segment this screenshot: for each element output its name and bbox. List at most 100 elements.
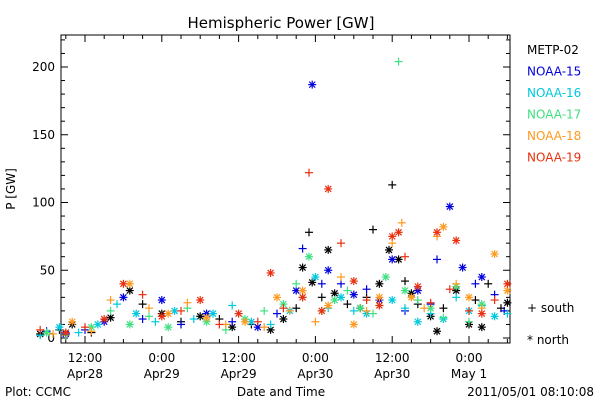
x-tick-label-time: 0:00 — [302, 351, 329, 365]
x-tick-label-time: 12:00 — [221, 351, 256, 365]
noaa-17-south-point — [292, 279, 301, 288]
noaa-17-south-point — [106, 306, 115, 315]
noaa-18-north-point — [164, 309, 173, 318]
noaa-18-south-point — [285, 306, 294, 315]
noaa-16-north-point — [490, 312, 499, 321]
metp-02-north-point — [279, 315, 288, 324]
noaa-17-north-point — [125, 320, 134, 329]
x-tick-label-date: May 1 — [451, 367, 487, 381]
y-axis: 0 50 100 150 200 — [32, 39, 510, 345]
y-tick-label: 100 — [32, 196, 55, 210]
noaa-17-north-point — [279, 300, 288, 309]
noaa-17-south-point — [465, 317, 473, 326]
noaa-17-south-point — [369, 309, 377, 318]
metp-02-south-point — [317, 293, 326, 302]
noaa-15-north-point — [308, 80, 317, 89]
metp-02-south-point — [292, 304, 301, 313]
x-tick-label-time: 12:00 — [375, 351, 410, 365]
noaa-17-south-point — [439, 313, 448, 322]
metp-02-north-point — [375, 279, 384, 288]
noaa-19-north-point — [452, 236, 461, 245]
noaa-19-north-point — [196, 296, 205, 305]
legend-noaa-15: NOAA-15 — [527, 65, 581, 79]
noaa-18-north-point — [68, 317, 77, 326]
noaa-18-north-point — [202, 313, 211, 322]
metp-02-north-point — [503, 298, 512, 307]
noaa-17-north-point — [305, 252, 313, 261]
y-tick-label: 150 — [32, 128, 55, 142]
noaa-18-south-point — [183, 298, 192, 307]
noaa-16-north-point — [93, 320, 102, 329]
metp-02-south-point — [484, 279, 493, 288]
noaa-18-south-point — [420, 304, 429, 313]
noaa-19-south-point — [36, 325, 45, 334]
noaa-15-south-point — [317, 279, 326, 288]
noaa-19-south-point — [465, 306, 473, 315]
noaa-19-south-point — [138, 290, 147, 299]
noaa-15-north-point — [324, 266, 333, 275]
noaa-18-north-point — [490, 249, 499, 258]
noaa-15-south-point — [471, 279, 480, 288]
x-tick-label-date: Apr29 — [144, 367, 180, 381]
noaa-16-south-point — [74, 328, 83, 337]
metp-02-north-point — [266, 325, 275, 334]
noaa-19-south-point — [337, 239, 345, 248]
noaa-15-north-point — [458, 263, 467, 272]
metp-02-north-point — [433, 327, 441, 336]
noaa-18-north-point — [349, 320, 358, 329]
legend: METP-02 NOAA-15 NOAA-16 NOAA-17 NOAA-18 NOAA-… — [527, 43, 581, 165]
noaa-18-north-point — [465, 293, 473, 302]
noaa-19-north-point — [388, 232, 397, 241]
noaa-15-north-point — [157, 296, 166, 305]
legend-noaa-18: NOAA-18 — [527, 129, 581, 143]
noaa-15-south-point — [273, 309, 281, 318]
legend-metp-02: METP-02 — [527, 43, 579, 57]
noaa-19-north-point — [234, 309, 243, 318]
x-tick-label-date: Apr30 — [374, 367, 410, 381]
noaa-19-south-point — [401, 252, 409, 261]
legend-noaa-16: NOAA-16 — [527, 86, 581, 100]
metp-02-south-point — [388, 180, 397, 189]
x-tick-label-date: Apr28 — [67, 367, 103, 381]
metp-02-north-point — [298, 263, 307, 272]
noaa-18-north-point — [503, 286, 512, 295]
noaa-17-south-point — [145, 312, 153, 321]
noaa-19-north-point — [157, 312, 166, 321]
noaa-16-north-point — [132, 309, 141, 318]
noaa-15-north-point — [477, 273, 486, 282]
noaa-17-north-point — [164, 323, 173, 332]
noaa-15-south-point — [433, 255, 441, 264]
metp-02-south-point — [305, 228, 313, 237]
noaa-19-south-point — [305, 168, 313, 177]
noaa-16-north-point — [209, 309, 217, 318]
noaa-16-south-point — [228, 301, 237, 310]
noaa-18-south-point — [145, 304, 153, 313]
noaa-18-south-point — [87, 327, 96, 336]
metp-02-north-point — [330, 289, 339, 298]
y-tick-label: 200 — [32, 60, 55, 74]
x-tick-label-time: 0:00 — [148, 351, 175, 365]
noaa-18-south-point — [362, 306, 371, 315]
chart-title: Hemispheric Power [GW] — [188, 14, 375, 32]
noaa-18-north-point — [407, 293, 416, 302]
noaa-16-north-point — [311, 273, 320, 282]
noaa-16-south-point — [151, 317, 160, 326]
noaa-19-north-point — [317, 306, 326, 315]
noaa-19-north-point — [100, 315, 109, 324]
noaa-16-north-point — [413, 317, 422, 326]
noaa-19-south-point — [177, 306, 185, 315]
noaa-19-north-point — [119, 279, 128, 288]
metp-02-south-point — [471, 296, 480, 305]
noaa-17-north-point — [356, 304, 365, 313]
noaa-19-south-point — [253, 317, 262, 326]
legend-noaa-17: NOAA-17 — [527, 108, 581, 122]
noaa-18-north-point — [439, 222, 448, 231]
plot-source: Plot: CCMC — [5, 385, 71, 399]
noaa-18-south-point — [452, 279, 461, 288]
noaa-18-north-point — [125, 279, 134, 288]
noaa-19-south-point — [445, 285, 454, 294]
noaa-19-north-point — [298, 293, 307, 302]
x-tick-label-date: Apr30 — [297, 367, 333, 381]
noaa-16-south-point — [503, 309, 512, 318]
metp-02-south-point — [439, 304, 448, 313]
